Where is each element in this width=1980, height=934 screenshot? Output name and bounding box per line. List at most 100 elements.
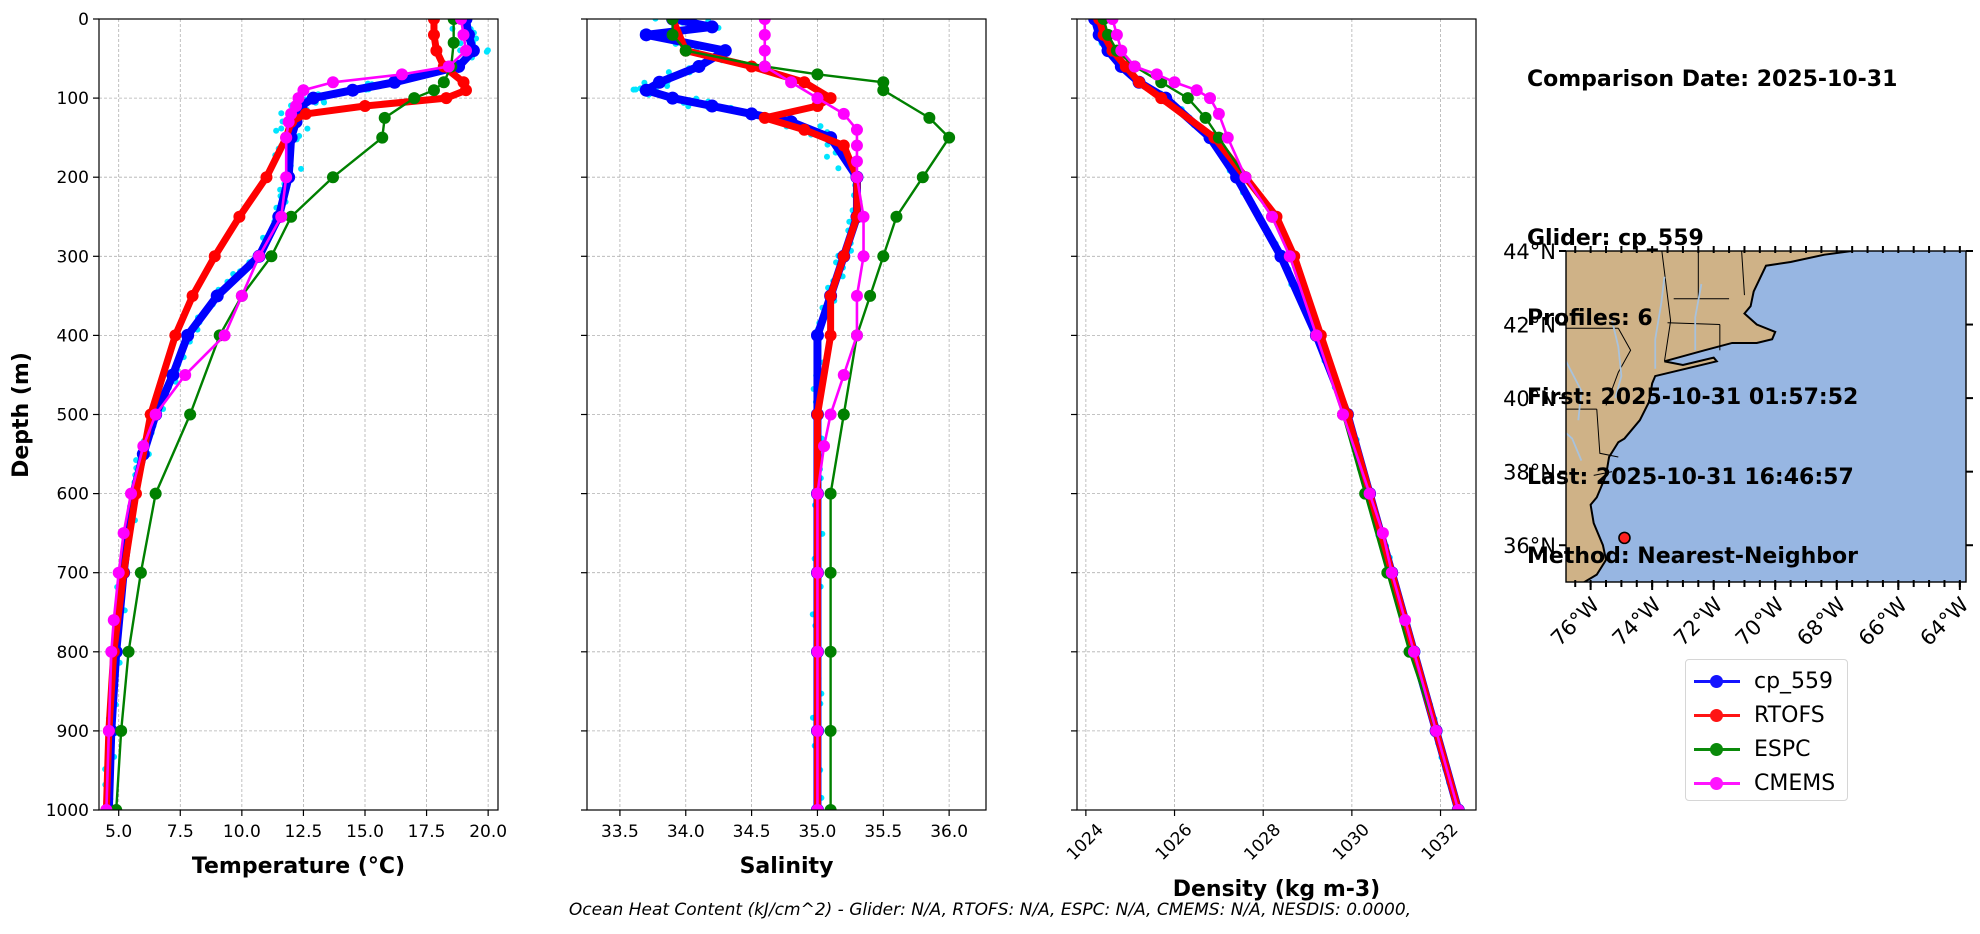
legend-item-cmems: CMEMS [1694, 768, 1835, 798]
y-tick-label: 900 [57, 722, 89, 742]
series-point-cmems [395, 68, 408, 81]
series-point-espc [824, 645, 837, 658]
glider-raw-point [473, 35, 480, 42]
series-point-cp_559 [346, 83, 360, 97]
series-point-cp_559 [306, 91, 320, 105]
axes-frame [1076, 18, 1477, 811]
series-point-cmems [758, 44, 771, 57]
y-tick-label: 200 [57, 168, 89, 188]
lat-label: 40°N [1503, 387, 1556, 411]
series-point-espc [265, 250, 278, 263]
series-point-cmems [837, 368, 850, 381]
first-time: First: 2025-10-31 01:57:52 [1527, 385, 1859, 410]
series-point-cmems [1363, 487, 1376, 500]
series-point-cmems [811, 566, 824, 579]
series-point-espc [811, 68, 824, 81]
glider-raw-point [823, 153, 830, 160]
lon-label: 76°W [1546, 592, 1604, 650]
series-point-espc [184, 408, 197, 421]
series-point-cmems [137, 440, 150, 453]
series-point-cp_559 [745, 107, 759, 121]
series-point-rtofs [824, 92, 837, 105]
glider-raw-point [817, 123, 824, 130]
x-tick-label: 20.0 [469, 822, 507, 842]
series-line-espc [671, 19, 951, 810]
series-point-cmems [280, 131, 293, 144]
series-point-cmems [117, 527, 130, 540]
y-ticks [1071, 18, 1077, 811]
x-tick-label: 36.0 [930, 822, 968, 842]
series-point-cmems [1221, 131, 1234, 144]
lat-label: 38°N [1503, 461, 1556, 485]
state-border [1667, 322, 1720, 326]
series-point-espc [824, 566, 837, 579]
series-point-cmems [850, 289, 863, 302]
series-point-cmems [785, 76, 798, 89]
series-point-espc [824, 804, 837, 810]
series-point-espc [877, 250, 890, 263]
glider-raw-points [1090, 19, 1458, 800]
y-ticks [581, 18, 587, 811]
series-point-espc [437, 76, 450, 89]
ohc-footer: Ocean Heat Content (kJ/cm^2) - Glider: N… [568, 900, 1412, 920]
series-point-cmems [326, 76, 339, 89]
map-frame-ticks [1574, 246, 1961, 587]
info-panel: Comparison Date: 2025-10-31 Glider: cp_5… [1527, 14, 1897, 597]
series-point-rtofs [1155, 92, 1168, 105]
legend-swatch-rtofs [1694, 708, 1740, 722]
x-tick-label: 1026 [1152, 820, 1197, 865]
legend-label: ESPC [1754, 736, 1811, 762]
series-point-cmems [1337, 408, 1349, 421]
glider-raw-point [632, 86, 639, 93]
series-point-espc [923, 111, 936, 124]
series-point-espc [1097, 19, 1110, 25]
series-point-cmems [149, 408, 162, 421]
series-point-cmems [179, 368, 192, 381]
series-point-rtofs [758, 111, 771, 124]
series-point-cmems [275, 210, 288, 223]
plot-area [630, 19, 956, 810]
profile-count: Profiles: 6 [1527, 305, 1653, 331]
series-point-cp_559 [705, 20, 719, 34]
lon-label: 64°W [1915, 592, 1973, 650]
legend-swatch-cmems [1694, 776, 1740, 790]
series-line-rtofs [102, 19, 470, 810]
series-point-espc [1212, 131, 1225, 144]
series-point-cp_559 [181, 328, 195, 342]
profile-panel-2: 33.5 34.0 34.5 35.0 35.5 36.0 Salinity [581, 18, 987, 879]
series-point-espc [110, 804, 123, 810]
x-tick-label: 1024 [1063, 820, 1108, 865]
x-axis-label: Temperature (°C) [192, 854, 405, 879]
series-point-cmems [105, 645, 118, 658]
series-point-cmems [1106, 19, 1119, 25]
y-tick-label: 800 [57, 643, 89, 663]
series-point-rtofs [811, 408, 824, 421]
grid [1077, 18, 1476, 811]
axes-frame [586, 18, 987, 811]
series-point-cp_559 [210, 289, 224, 303]
legend-item-rtofs: RTOFS [1694, 700, 1825, 730]
glider-raw-point [304, 125, 311, 132]
series-point-espc [1102, 28, 1115, 41]
y-tick-label: 0 [78, 10, 89, 30]
y-tick-label: 100 [57, 89, 89, 109]
x-tick-label: 17.5 [408, 822, 446, 842]
x-ticks: 1024 1026 1028 1030 1032 [1063, 810, 1462, 865]
x-tick-label: 5.0 [105, 822, 132, 842]
series-point-cmems [1212, 107, 1225, 120]
series-point-cp_559 [1274, 249, 1288, 263]
series-point-cmems [1385, 566, 1398, 579]
series-point-cp_559 [639, 83, 653, 97]
glider-raw-point [321, 99, 328, 106]
series-point-cmems [811, 645, 824, 658]
series-point-cmems [125, 487, 138, 500]
series-point-cmems [112, 566, 125, 579]
series-point-espc [824, 724, 837, 737]
glider-raw-point [664, 82, 671, 89]
state-border [1593, 471, 1613, 476]
series-point-cp_559 [388, 75, 402, 89]
lon-label: 74°W [1608, 592, 1666, 650]
series-point-cmems [280, 171, 293, 184]
river [1566, 357, 1583, 421]
series-point-rtofs [459, 84, 472, 97]
